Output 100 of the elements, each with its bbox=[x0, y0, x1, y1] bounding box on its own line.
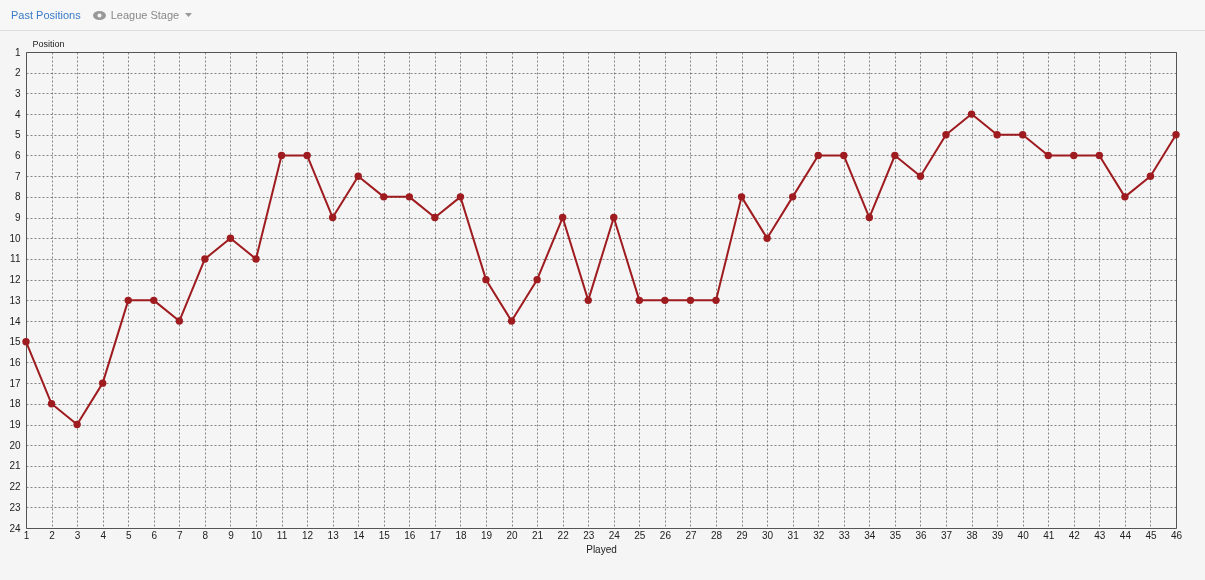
point bbox=[967, 110, 976, 118]
point bbox=[712, 296, 720, 305]
point bbox=[916, 172, 925, 180]
y-tick-label: 13 bbox=[9, 294, 21, 306]
y-tick-label: 17 bbox=[9, 377, 21, 389]
x-tick-label: 38 bbox=[966, 529, 979, 541]
point bbox=[405, 193, 414, 201]
point bbox=[763, 234, 771, 242]
point bbox=[788, 193, 797, 201]
x-tick-label: 22 bbox=[557, 529, 570, 541]
x-tick-label: 13 bbox=[327, 529, 340, 541]
x-axis-title: Played bbox=[586, 543, 617, 555]
y-tick-label: 1 bbox=[14, 46, 21, 58]
x-tick-label: 40 bbox=[1017, 529, 1030, 541]
point bbox=[303, 151, 311, 160]
y-tick-label: 21 bbox=[9, 460, 21, 472]
x-tick-label: 31 bbox=[787, 529, 800, 541]
x-tick-label: 24 bbox=[608, 529, 621, 541]
point bbox=[22, 338, 30, 346]
x-tick-label: 20 bbox=[506, 529, 519, 541]
x-tick-label: 19 bbox=[480, 529, 493, 541]
point bbox=[1070, 151, 1078, 160]
point bbox=[1146, 172, 1155, 180]
y-tick-label: 7 bbox=[14, 170, 21, 182]
point bbox=[201, 255, 209, 263]
point bbox=[456, 193, 465, 201]
y-tick-label: 3 bbox=[14, 87, 21, 99]
x-tick-label: 11 bbox=[276, 529, 288, 541]
x-tick-label: 45 bbox=[1145, 529, 1157, 541]
point bbox=[840, 151, 848, 160]
y-tick-label: 4 bbox=[14, 108, 21, 120]
point bbox=[558, 213, 567, 222]
x-tick-label: 9 bbox=[228, 529, 235, 541]
point bbox=[686, 296, 695, 305]
y-tick-label: 22 bbox=[9, 481, 21, 493]
x-tick-label: 39 bbox=[992, 529, 1004, 541]
point bbox=[814, 151, 822, 160]
x-tick-label: 32 bbox=[813, 529, 825, 541]
point bbox=[891, 151, 899, 160]
x-tick-label: 14 bbox=[353, 529, 365, 541]
point bbox=[354, 172, 362, 180]
point bbox=[73, 420, 81, 429]
point bbox=[1121, 193, 1129, 201]
y-tick-label: 18 bbox=[9, 398, 21, 410]
y-tick-label: 19 bbox=[9, 419, 21, 431]
point bbox=[942, 131, 950, 139]
y-tick-label: 14 bbox=[9, 315, 21, 327]
x-tick-label: 15 bbox=[378, 529, 391, 541]
y-tick-label: 15 bbox=[9, 336, 21, 348]
point bbox=[380, 193, 388, 201]
point bbox=[175, 317, 184, 325]
x-tick-label: 16 bbox=[404, 529, 416, 541]
point bbox=[226, 234, 235, 242]
y-axis-title: Position bbox=[32, 38, 65, 49]
x-tick-label: 43 bbox=[1094, 529, 1106, 541]
x-tick-label: 5 bbox=[125, 529, 132, 541]
point bbox=[150, 296, 158, 305]
point bbox=[124, 296, 132, 305]
point bbox=[533, 275, 541, 284]
x-tick-label: 37 bbox=[940, 529, 953, 541]
x-tick-label: 44 bbox=[1119, 529, 1132, 541]
x-tick-label: 6 bbox=[151, 529, 158, 541]
y-tick-label: 5 bbox=[14, 129, 21, 141]
x-tick-label: 2 bbox=[49, 529, 56, 541]
y-tick-label: 9 bbox=[14, 212, 21, 224]
x-tick-label: 41 bbox=[1043, 529, 1055, 541]
point bbox=[507, 317, 516, 325]
x-tick-label: 28 bbox=[710, 529, 723, 541]
y-tick-label: 8 bbox=[14, 191, 21, 203]
point bbox=[431, 213, 439, 222]
y-tick-label: 2 bbox=[14, 67, 21, 79]
x-tick-label: 21 bbox=[532, 529, 544, 541]
point bbox=[328, 213, 337, 222]
y-tick-label: 10 bbox=[9, 232, 21, 244]
x-tick-label: 36 bbox=[915, 529, 927, 541]
x-tick-label: 18 bbox=[455, 529, 467, 541]
chart-subtitle: League Stage bbox=[110, 9, 180, 21]
point bbox=[865, 213, 874, 222]
y-tick-label: 6 bbox=[14, 149, 21, 161]
x-tick-label: 23 bbox=[583, 529, 595, 541]
point bbox=[661, 296, 669, 305]
point bbox=[1095, 151, 1104, 160]
point bbox=[47, 400, 56, 408]
point bbox=[635, 296, 644, 305]
point bbox=[1018, 131, 1027, 139]
x-tick-label: 25 bbox=[634, 529, 646, 541]
x-tick-label: 29 bbox=[736, 529, 749, 541]
y-tick-label: 20 bbox=[9, 439, 21, 451]
point bbox=[98, 379, 107, 387]
point bbox=[252, 255, 260, 263]
y-tick-label: 12 bbox=[9, 274, 21, 286]
x-tick-label: 17 bbox=[429, 529, 442, 541]
x-tick-label: 46 bbox=[1170, 529, 1183, 541]
x-tick-label: 12 bbox=[302, 529, 314, 541]
point bbox=[1044, 151, 1052, 160]
point bbox=[993, 131, 1001, 139]
x-tick-label: 4 bbox=[100, 529, 107, 541]
y-tick-label: 23 bbox=[9, 501, 21, 513]
x-tick-label: 42 bbox=[1068, 529, 1081, 541]
point bbox=[584, 296, 592, 305]
